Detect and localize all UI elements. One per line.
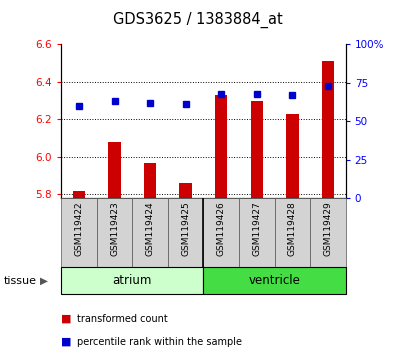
Text: percentile rank within the sample: percentile rank within the sample: [77, 337, 242, 347]
Bar: [286, 114, 299, 198]
Bar: [310, 198, 346, 267]
Text: tissue: tissue: [4, 275, 37, 286]
Text: ■: ■: [61, 337, 72, 347]
Bar: [275, 198, 310, 267]
Bar: [203, 198, 239, 267]
Bar: [108, 142, 121, 198]
Bar: [179, 183, 192, 198]
Bar: [239, 198, 275, 267]
Bar: [61, 198, 97, 267]
Text: GSM119429: GSM119429: [324, 202, 332, 256]
Bar: [73, 191, 85, 198]
Bar: [215, 95, 228, 198]
Bar: [144, 162, 156, 198]
Text: GSM119424: GSM119424: [146, 202, 154, 256]
Text: ■: ■: [61, 314, 72, 324]
Bar: [250, 101, 263, 198]
Bar: [61, 267, 203, 294]
Bar: [132, 198, 168, 267]
Text: ▶: ▶: [40, 275, 47, 286]
Text: GSM119427: GSM119427: [252, 202, 261, 256]
Text: atrium: atrium: [113, 274, 152, 287]
Text: ventricle: ventricle: [248, 274, 301, 287]
Text: GSM119422: GSM119422: [75, 202, 83, 256]
Text: transformed count: transformed count: [77, 314, 168, 324]
Text: GDS3625 / 1383884_at: GDS3625 / 1383884_at: [113, 11, 282, 28]
Bar: [322, 61, 334, 198]
Bar: [168, 198, 203, 267]
Text: GSM119428: GSM119428: [288, 202, 297, 256]
Text: GSM119425: GSM119425: [181, 202, 190, 256]
Bar: [203, 267, 346, 294]
Text: GSM119423: GSM119423: [110, 202, 119, 256]
Bar: [97, 198, 132, 267]
Text: GSM119426: GSM119426: [217, 202, 226, 256]
